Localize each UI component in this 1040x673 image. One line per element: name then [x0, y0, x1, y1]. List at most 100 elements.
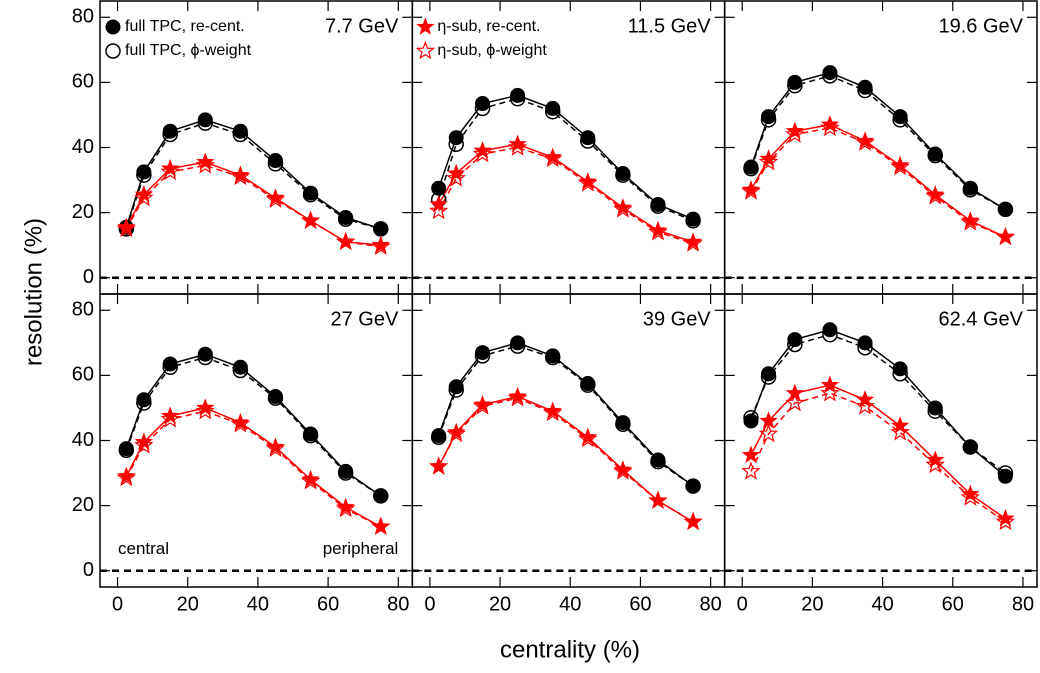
marker	[266, 188, 285, 206]
marker	[336, 497, 355, 516]
marker	[230, 166, 251, 186]
marker	[472, 396, 493, 415]
marker	[428, 456, 449, 475]
marker	[197, 346, 213, 362]
panel-frame	[723, 0, 1038, 295]
series-line	[437, 345, 694, 487]
marker	[820, 117, 840, 137]
marker	[960, 487, 981, 506]
marker	[232, 359, 248, 375]
marker	[760, 369, 777, 385]
marker	[761, 109, 777, 125]
y-tick-label: 20	[72, 201, 94, 223]
marker	[820, 115, 840, 133]
panel: 0 20 40 60 80 0 20 40 60 80 27 GeV central periphera…	[72, 293, 414, 615]
marker	[474, 348, 491, 364]
marker	[927, 400, 943, 416]
marker	[430, 429, 447, 445]
marker	[543, 401, 562, 420]
legend-marker	[105, 43, 121, 59]
marker	[785, 383, 805, 402]
marker	[648, 490, 668, 509]
y-tick-label: 80	[72, 6, 94, 28]
legend-item: η-sub, ϕ-weight	[415, 40, 547, 60]
marker	[542, 402, 563, 422]
panel-title: 62.4 GeV	[938, 308, 1023, 330]
marker	[266, 437, 285, 455]
legend-item: full TPC, ϕ-weight	[105, 42, 252, 59]
x-tick-label: 80	[387, 593, 409, 615]
marker	[785, 121, 805, 140]
marker	[134, 435, 154, 454]
panel-title: 39 GeV	[643, 308, 711, 330]
marker	[759, 149, 778, 167]
marker	[613, 198, 633, 216]
marker	[197, 115, 214, 131]
marker	[741, 181, 761, 200]
marker	[743, 413, 759, 429]
y-axis-label: resolution (%)	[20, 218, 47, 366]
marker	[962, 182, 979, 198]
marker	[545, 100, 561, 116]
legend-marker	[415, 40, 436, 60]
marker	[578, 427, 597, 446]
x-tick-label: 80	[700, 593, 722, 615]
y-tick-label: 80	[72, 299, 94, 321]
marker	[578, 172, 597, 190]
y-tick-label: 60	[72, 364, 94, 386]
marker	[195, 400, 215, 420]
marker	[741, 461, 761, 480]
marker	[741, 180, 761, 198]
marker	[685, 478, 701, 494]
marker	[161, 406, 180, 424]
marker	[926, 185, 945, 203]
marker	[195, 155, 215, 174]
marker	[507, 387, 528, 407]
series-line	[437, 97, 694, 222]
marker	[961, 484, 980, 503]
marker	[428, 200, 449, 220]
x-tick-label: 20	[801, 593, 823, 615]
marker	[580, 377, 596, 393]
x-tick-label: 80	[1012, 593, 1034, 615]
marker	[231, 165, 250, 183]
marker	[997, 468, 1013, 484]
marker	[232, 126, 249, 143]
marker	[741, 445, 761, 463]
marker	[302, 186, 319, 203]
marker	[160, 409, 180, 428]
marker	[510, 87, 526, 103]
x-tick-label: 40	[559, 593, 581, 615]
legend-label: η-sub, re-cent.	[437, 18, 540, 35]
marker	[134, 187, 154, 207]
marker	[337, 465, 354, 481]
marker	[265, 189, 286, 208]
series-line	[750, 392, 1006, 523]
marker	[822, 68, 838, 84]
marker	[743, 409, 759, 426]
x-tick-label: 20	[177, 593, 199, 615]
marker	[542, 148, 563, 168]
marker	[134, 432, 154, 450]
y-tick-label: 0	[83, 266, 94, 288]
marker	[683, 232, 703, 250]
panel-frame	[411, 293, 726, 588]
marker	[787, 332, 803, 348]
marker	[509, 338, 526, 354]
marker	[508, 134, 527, 153]
marker	[855, 132, 875, 151]
marker	[300, 210, 321, 230]
marker	[230, 414, 251, 433]
marker	[857, 79, 873, 95]
series-line	[125, 122, 381, 230]
marker	[162, 356, 178, 372]
x-tick-label: 40	[871, 593, 893, 615]
marker	[162, 359, 178, 375]
marker	[997, 201, 1014, 218]
series-line	[437, 397, 694, 523]
panel: 0 20 40 60 80 62.4 GeV	[723, 293, 1038, 615]
marker	[927, 147, 943, 164]
panel-title: 7.7 GeV	[325, 15, 399, 37]
marker	[927, 403, 943, 419]
marker	[136, 395, 152, 411]
